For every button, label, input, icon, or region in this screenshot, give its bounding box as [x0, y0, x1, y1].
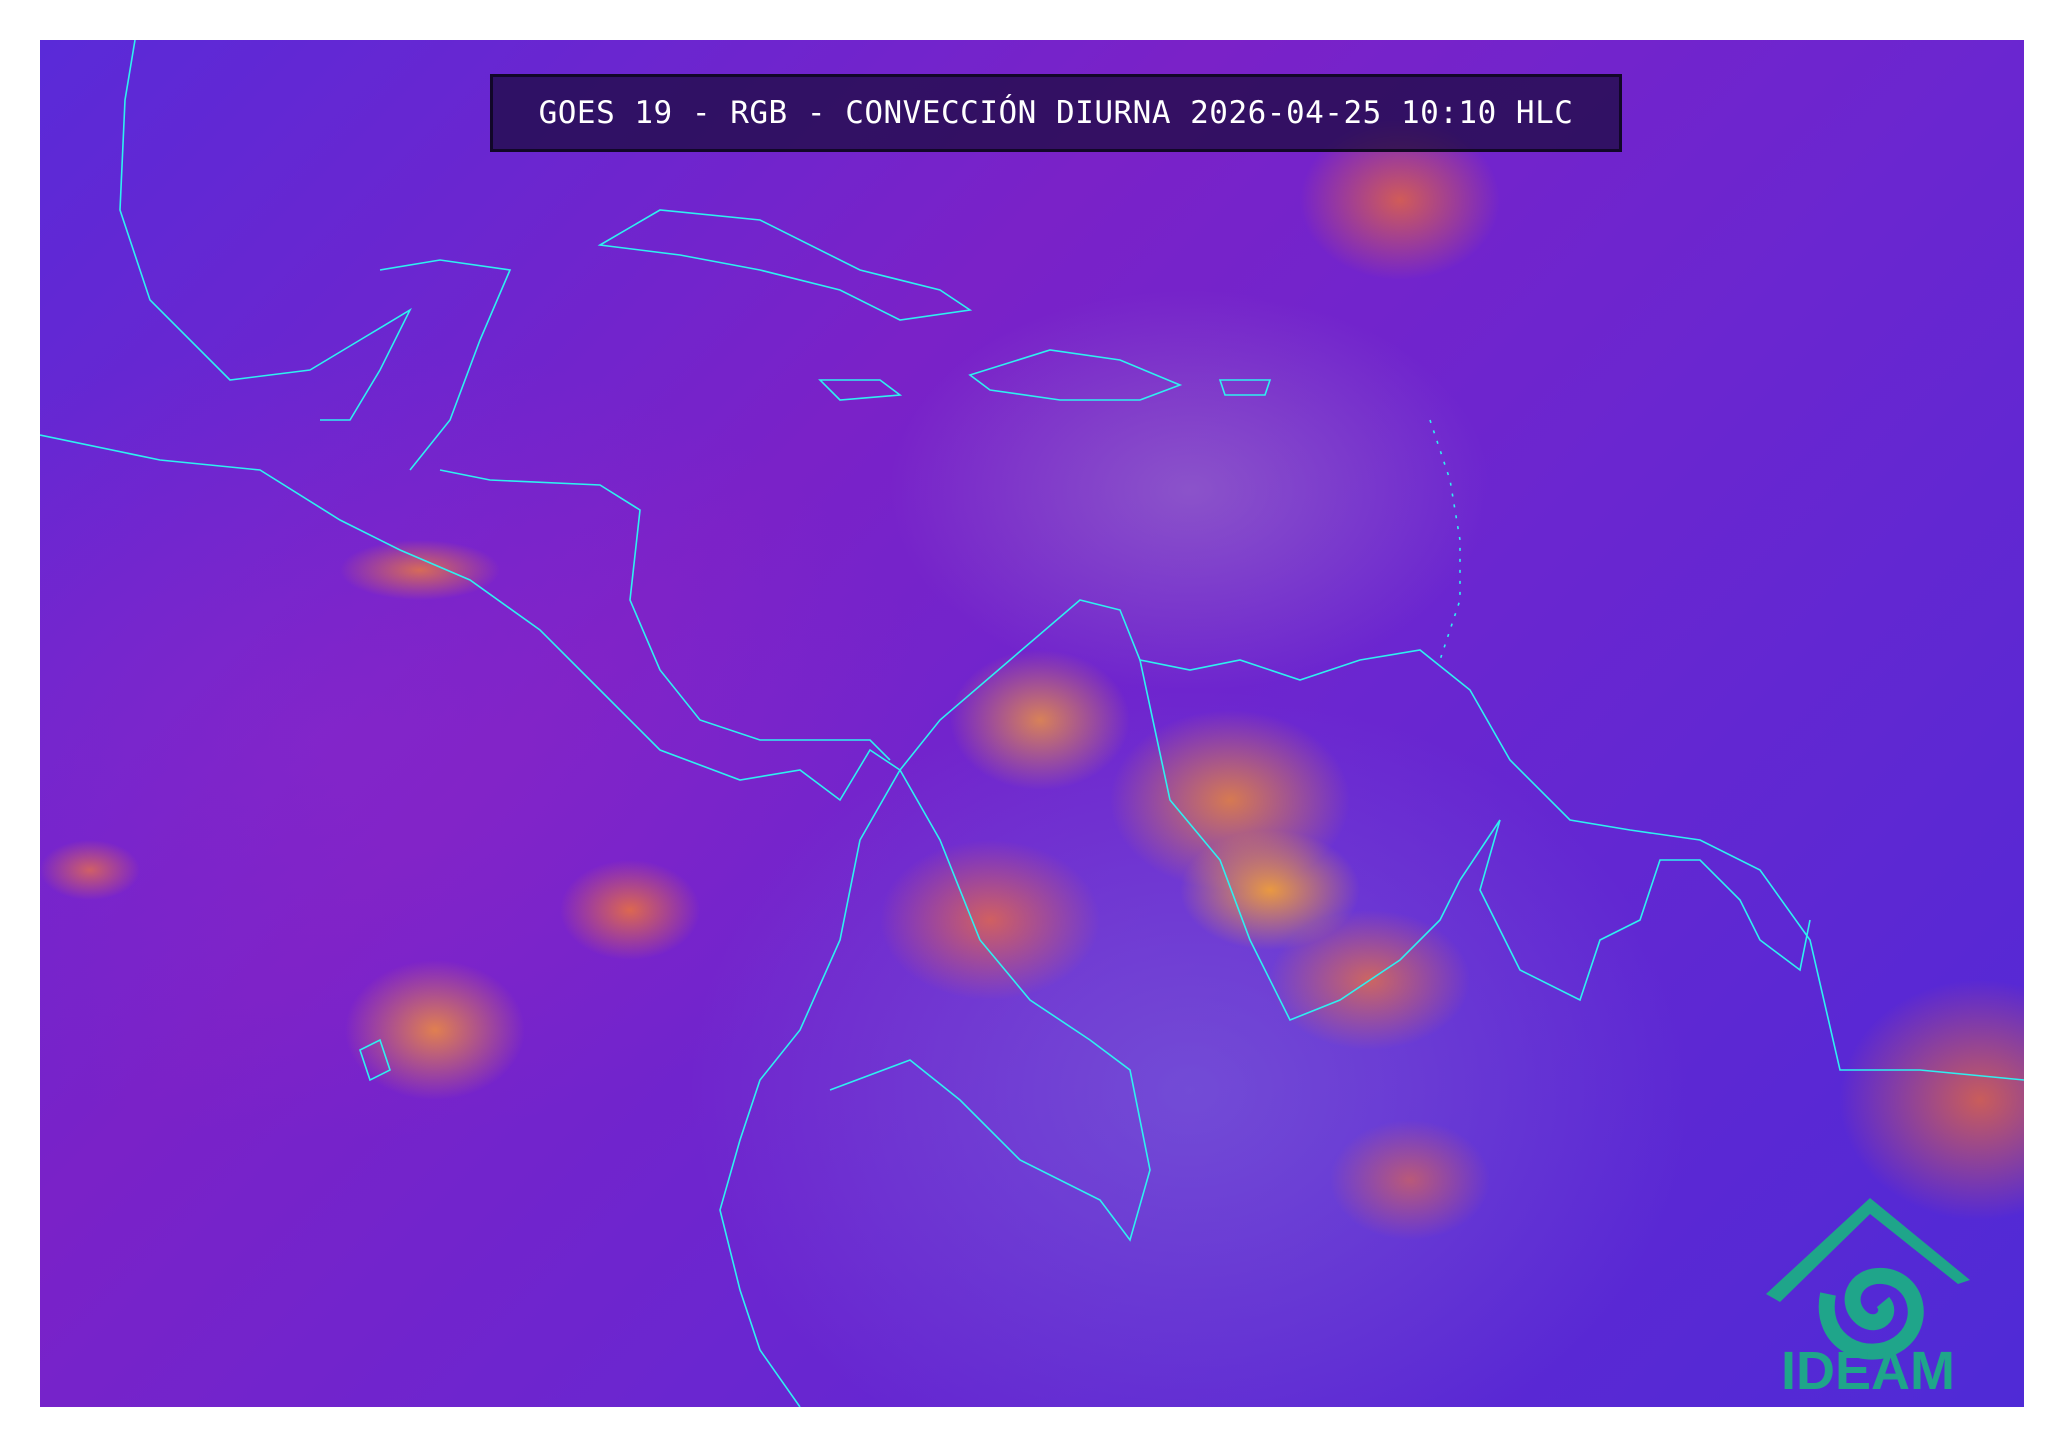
- satellite-image: [40, 40, 2024, 1407]
- galapagos: [359, 1038, 391, 1082]
- yucatan: [379, 259, 512, 471]
- logo-text: IDEAM: [1781, 1341, 1955, 1401]
- lesser-antilles: [1429, 419, 1461, 661]
- logo-swirl-icon: [1818, 1267, 1924, 1360]
- cuba: [597, 209, 973, 321]
- hispaniola: [968, 349, 1183, 401]
- south-america-north-coast: [899, 599, 2024, 1081]
- guyana-border: [1479, 819, 1811, 1002]
- image-title: GOES 19 - RGB - CONVECCIÓN DIURNA 2026-0…: [538, 95, 1574, 131]
- coastlines-overlay: [40, 40, 2024, 1407]
- puerto-rico: [1218, 379, 1272, 396]
- central-america-caribbean: [439, 469, 891, 761]
- logo-roof-icon: [1766, 1198, 1970, 1302]
- central-america-pacific: [40, 434, 901, 802]
- title-banner: GOES 19 - RGB - CONVECCIÓN DIURNA 2026-0…: [490, 74, 1622, 152]
- ideam-logo: [1766, 1198, 1970, 1360]
- mexico-gulf-coast: [119, 40, 412, 421]
- south-america-pacific-coast: [719, 769, 901, 1407]
- jamaica: [818, 379, 903, 401]
- venezuela-border: [1139, 659, 1501, 1022]
- colombia-border: [829, 769, 1151, 1242]
